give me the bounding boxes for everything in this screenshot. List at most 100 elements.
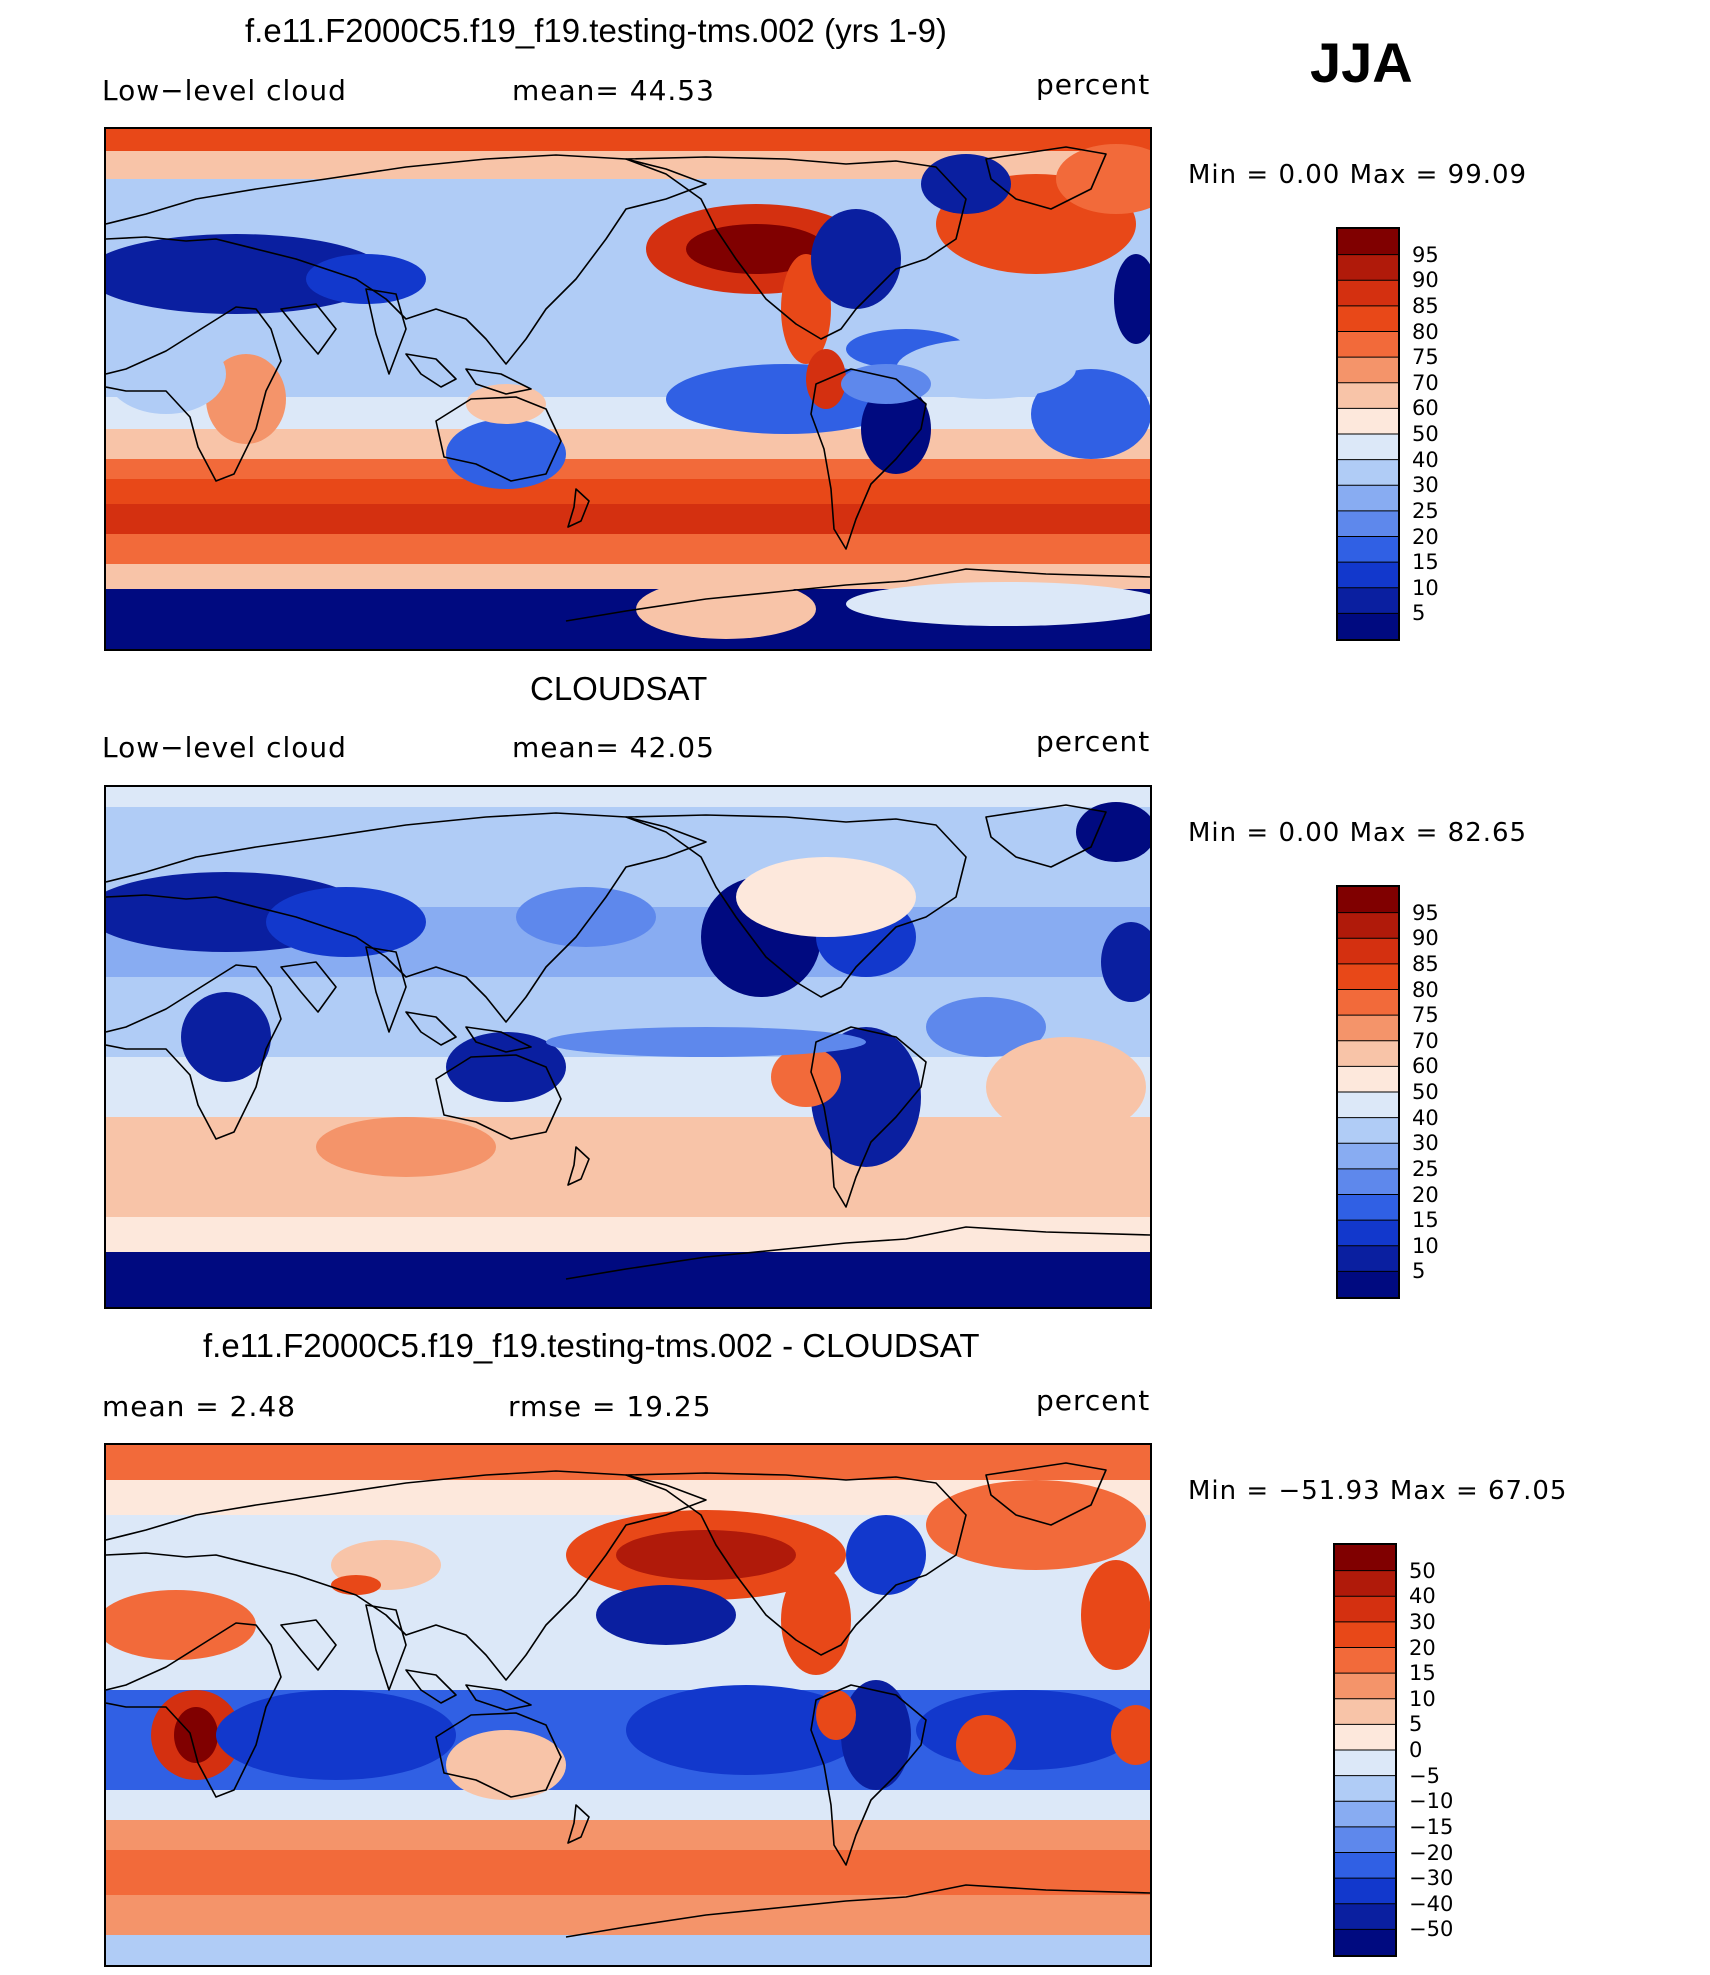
- colorbar-swatch: [1338, 938, 1398, 965]
- colorbar-tick-label: −50: [1409, 1917, 1454, 1942]
- colorbar-swatch: [1335, 1724, 1395, 1751]
- field-band: [106, 1217, 1150, 1252]
- panel-3-map: [104, 1443, 1152, 1967]
- colorbar-swatch: [1338, 1245, 1398, 1272]
- field-contour: [986, 1037, 1146, 1137]
- field-contour: [331, 1575, 381, 1595]
- colorbar-tick-label: 20: [1412, 524, 1439, 549]
- colorbar-tick-label: 70: [1412, 370, 1439, 395]
- colorbar-swatch: [1338, 1143, 1398, 1170]
- panel-3-rmse-label: rmse = 19.25: [508, 1390, 712, 1423]
- colorbar-swatch: [1335, 1826, 1395, 1854]
- field-contour: [736, 857, 916, 937]
- field-contour: [896, 339, 1076, 399]
- field-contour: [956, 1715, 1016, 1775]
- colorbar-tick-label: 15: [1412, 550, 1439, 575]
- panel-1-map: [104, 127, 1152, 651]
- colorbar-swatch: [1338, 408, 1398, 435]
- colorbar-tick-label: 75: [1412, 1003, 1439, 1028]
- colorbar-tick-label: 30: [1409, 1609, 1436, 1634]
- colorbar-swatch: [1338, 587, 1398, 614]
- colorbar-swatch: [1338, 613, 1398, 639]
- panel-1-unit-label: percent: [1036, 68, 1151, 101]
- colorbar-swatch: [1335, 1929, 1395, 1955]
- panel-2-minmax: Min = 0.00 Max = 82.65: [1188, 818, 1528, 848]
- panel-3-minmax: Min = −51.93 Max = 67.05: [1188, 1476, 1568, 1506]
- coastlines: [106, 146, 1150, 622]
- field-contour: [216, 1690, 456, 1780]
- field-band: [106, 1935, 1150, 1965]
- field-contour: [266, 887, 426, 957]
- field-contour: [636, 579, 816, 639]
- colorbar-tick-label: 15: [1409, 1661, 1436, 1686]
- colorbar-tick-label: 85: [1412, 293, 1439, 318]
- colorbar-tick-label: 80: [1412, 319, 1439, 344]
- field-contour: [106, 1590, 256, 1660]
- colorbar-swatch: [1338, 1168, 1398, 1196]
- panel-2-unit-label: percent: [1036, 725, 1151, 758]
- colorbar-tick-label: 50: [1412, 422, 1439, 446]
- field-band: [106, 129, 1150, 151]
- field-contour: [816, 1690, 856, 1740]
- colorbar-swatch: [1338, 229, 1398, 256]
- colorbar-swatch: [1335, 1621, 1395, 1649]
- field-contour: [811, 209, 901, 309]
- panel-1-colorbar: [1336, 227, 1400, 641]
- colorbar-swatch: [1335, 1673, 1395, 1700]
- field-band: [106, 1252, 1150, 1307]
- field-contour: [1056, 144, 1150, 214]
- field-contour: [1081, 1560, 1150, 1670]
- field-contour: [106, 234, 386, 314]
- field-contour: [841, 1680, 911, 1790]
- field-band: [106, 1790, 1150, 1820]
- colorbar-swatch: [1338, 382, 1398, 409]
- colorbar-tick-label: 30: [1412, 1131, 1439, 1156]
- colorbar-tick-label: 0: [1409, 1738, 1423, 1762]
- colorbar-swatch: [1335, 1852, 1395, 1879]
- colorbar-swatch: [1335, 1596, 1395, 1623]
- field-contour: [446, 1730, 566, 1800]
- field-contour: [926, 997, 1046, 1057]
- colorbar-swatch: [1338, 912, 1398, 939]
- colorbar-swatch: [1338, 331, 1398, 358]
- field-band: [106, 1850, 1150, 1895]
- colorbar-swatch: [1338, 1271, 1398, 1297]
- colorbar-swatch: [1338, 459, 1398, 486]
- panel-3-mean-label: mean = 2.48: [102, 1390, 297, 1423]
- colorbar-tick-label: 40: [1412, 447, 1439, 472]
- colorbar-tick-label: 90: [1412, 926, 1439, 951]
- colorbar-tick-label: −30: [1409, 1866, 1454, 1891]
- colorbar-swatch: [1338, 562, 1398, 589]
- field-contour: [616, 1530, 796, 1580]
- colorbar-tick-label: 15: [1412, 1208, 1439, 1233]
- field-contour: [466, 384, 546, 424]
- colorbar-tick-label: 30: [1412, 473, 1439, 498]
- field-contour: [916, 1690, 1136, 1770]
- colorbar-swatch: [1338, 1092, 1398, 1119]
- panel-1-field-label: Low−level cloud: [102, 74, 347, 107]
- colorbar-swatch: [1338, 1117, 1398, 1144]
- colorbar-tick-label: −5: [1409, 1763, 1440, 1788]
- panel-2-map: [104, 785, 1152, 1309]
- colorbar-tick-label: 60: [1412, 396, 1439, 421]
- colorbar-tick-label: −15: [1409, 1814, 1454, 1839]
- coastlines: [106, 804, 1150, 1280]
- season-label: JJA: [1310, 31, 1413, 94]
- field-contour: [1076, 802, 1150, 862]
- field-contour: [926, 1480, 1146, 1570]
- colorbar-swatch: [1338, 1066, 1398, 1093]
- panel-1-title: f.e11.F2000C5.f19_f19.testing-tms.002 (y…: [245, 12, 947, 49]
- panel-3-colorbar: [1333, 1543, 1397, 1957]
- colorbar-swatch: [1335, 1775, 1395, 1802]
- field-contour: [181, 992, 271, 1082]
- field-contour: [1111, 1705, 1150, 1765]
- panel-2-colorbar: [1336, 885, 1400, 1299]
- field-band: [106, 504, 1150, 534]
- colorbar-swatch: [1338, 280, 1398, 307]
- field-contour: [174, 1707, 218, 1763]
- field-contour: [946, 1615, 1066, 1675]
- field-contour: [626, 1685, 866, 1775]
- colorbar-tick-label: 50: [1412, 1080, 1439, 1104]
- field-contour: [596, 1585, 736, 1645]
- colorbar-swatch: [1335, 1545, 1395, 1572]
